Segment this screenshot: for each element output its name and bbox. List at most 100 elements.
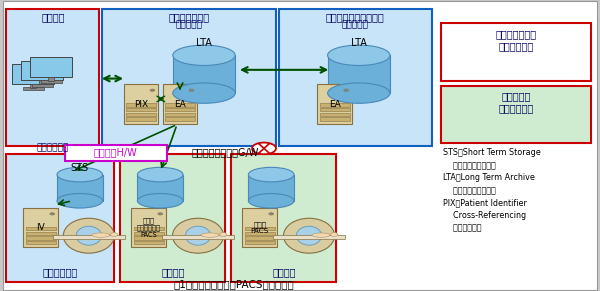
Text: 読影端末: 読影端末 — [41, 12, 65, 22]
Circle shape — [189, 89, 194, 91]
Text: LTA: LTA — [196, 38, 212, 48]
Text: EA: EA — [329, 100, 341, 109]
FancyBboxPatch shape — [26, 236, 56, 240]
FancyBboxPatch shape — [320, 108, 350, 111]
FancyBboxPatch shape — [245, 227, 275, 230]
FancyBboxPatch shape — [273, 235, 345, 239]
FancyBboxPatch shape — [102, 9, 276, 145]
Text: 他社製
PACS: 他社製 PACS — [251, 221, 269, 234]
Text: 岡山情報H/W: 岡山情報H/W — [94, 148, 137, 157]
Ellipse shape — [248, 167, 294, 182]
Polygon shape — [248, 175, 294, 201]
FancyBboxPatch shape — [317, 84, 352, 124]
Text: 図1　地域共同利用型PACSのイメージ: 図1 地域共同利用型PACSのイメージ — [173, 279, 295, 289]
FancyBboxPatch shape — [131, 208, 166, 247]
FancyBboxPatch shape — [26, 241, 56, 244]
Ellipse shape — [284, 218, 335, 253]
Text: 倉敷中央病院: 倉敷中央病院 — [43, 267, 77, 277]
Ellipse shape — [328, 83, 390, 103]
FancyBboxPatch shape — [21, 61, 63, 80]
FancyBboxPatch shape — [441, 86, 591, 143]
FancyBboxPatch shape — [23, 87, 44, 90]
FancyBboxPatch shape — [165, 117, 195, 121]
FancyBboxPatch shape — [38, 80, 46, 84]
FancyBboxPatch shape — [47, 77, 55, 81]
FancyBboxPatch shape — [126, 113, 156, 116]
FancyBboxPatch shape — [231, 154, 336, 282]
Ellipse shape — [76, 226, 101, 245]
FancyBboxPatch shape — [26, 227, 56, 230]
FancyBboxPatch shape — [23, 208, 58, 247]
FancyBboxPatch shape — [53, 235, 125, 239]
FancyBboxPatch shape — [12, 64, 54, 84]
Text: 連携病院で
準備するもの: 連携病院で 準備するもの — [499, 92, 533, 113]
Text: 連携病院: 連携病院 — [161, 267, 185, 277]
Text: LTA: LTA — [351, 38, 367, 48]
FancyBboxPatch shape — [320, 103, 350, 107]
FancyBboxPatch shape — [26, 232, 56, 235]
FancyBboxPatch shape — [245, 232, 275, 235]
FancyBboxPatch shape — [134, 232, 164, 235]
Polygon shape — [328, 55, 390, 93]
Ellipse shape — [331, 233, 338, 237]
Ellipse shape — [173, 218, 223, 253]
FancyBboxPatch shape — [134, 236, 164, 240]
Circle shape — [252, 143, 276, 154]
Polygon shape — [57, 175, 103, 201]
Ellipse shape — [110, 233, 118, 237]
FancyBboxPatch shape — [6, 9, 99, 145]
FancyBboxPatch shape — [126, 103, 156, 107]
Ellipse shape — [137, 194, 183, 208]
FancyBboxPatch shape — [162, 235, 234, 239]
FancyBboxPatch shape — [134, 227, 164, 230]
Circle shape — [269, 213, 274, 215]
FancyBboxPatch shape — [163, 84, 197, 124]
Ellipse shape — [220, 233, 227, 237]
FancyBboxPatch shape — [279, 9, 432, 145]
FancyBboxPatch shape — [242, 208, 277, 247]
FancyBboxPatch shape — [120, 154, 225, 282]
FancyBboxPatch shape — [165, 113, 195, 116]
Polygon shape — [173, 55, 235, 93]
Ellipse shape — [137, 167, 183, 182]
Ellipse shape — [248, 194, 294, 208]
Ellipse shape — [185, 226, 211, 245]
Circle shape — [150, 89, 155, 91]
Polygon shape — [137, 175, 183, 201]
Text: （宮崎県）: （宮崎県） — [342, 20, 368, 29]
Text: 連携病院: 連携病院 — [272, 267, 296, 277]
FancyBboxPatch shape — [41, 80, 62, 83]
Ellipse shape — [57, 194, 103, 208]
FancyBboxPatch shape — [165, 108, 195, 111]
Text: EA: EA — [174, 100, 186, 109]
Ellipse shape — [312, 233, 330, 237]
FancyBboxPatch shape — [6, 154, 114, 282]
FancyBboxPatch shape — [126, 108, 156, 111]
Text: IV: IV — [37, 223, 45, 232]
Text: バックアップセンター: バックアップセンター — [326, 12, 385, 22]
FancyBboxPatch shape — [126, 117, 156, 121]
Ellipse shape — [201, 233, 219, 237]
Ellipse shape — [173, 83, 235, 103]
FancyBboxPatch shape — [320, 117, 350, 121]
Circle shape — [344, 89, 349, 91]
Ellipse shape — [64, 218, 114, 253]
Circle shape — [158, 213, 163, 215]
FancyBboxPatch shape — [65, 145, 167, 161]
FancyBboxPatch shape — [165, 103, 195, 107]
Text: （岡山県）: （岡山県） — [176, 20, 202, 29]
Ellipse shape — [57, 167, 103, 182]
FancyBboxPatch shape — [245, 236, 275, 240]
Text: STS：Short Term Storage
    短期画像ストレージ
LTA：Long Term Archive
    長期画像ストレージ
PIX：Pat: STS：Short Term Storage 短期画像ストレージ LTA：Lon… — [443, 148, 541, 233]
Circle shape — [50, 213, 55, 215]
Text: PIX: PIX — [134, 100, 148, 109]
Text: 京都プロメド: 京都プロメド — [37, 143, 69, 152]
Text: コニカ
ミノルタ社製
PACS: コニカ ミノルタ社製 PACS — [137, 218, 161, 238]
FancyBboxPatch shape — [29, 84, 37, 88]
FancyBboxPatch shape — [124, 84, 158, 124]
Ellipse shape — [296, 226, 322, 245]
FancyBboxPatch shape — [134, 241, 164, 244]
FancyBboxPatch shape — [30, 57, 72, 77]
Ellipse shape — [173, 45, 235, 65]
Ellipse shape — [92, 233, 110, 237]
